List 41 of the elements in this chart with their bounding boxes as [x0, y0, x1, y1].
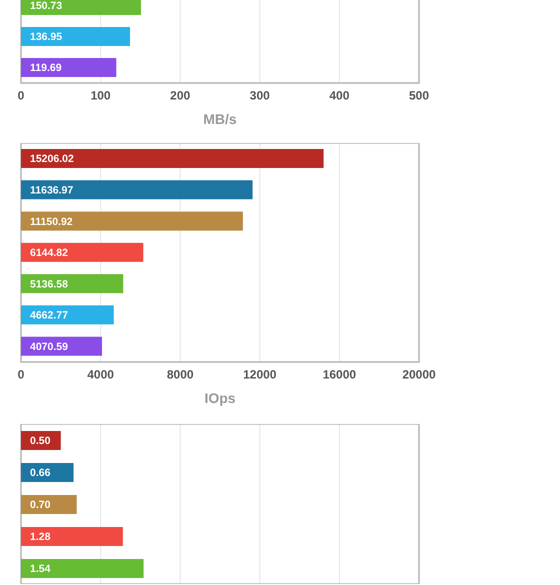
data-label: 0.70 [30, 499, 51, 512]
x-tick-label: 16000 [322, 368, 356, 382]
bar [21, 559, 144, 578]
data-label: 15206.02 [30, 153, 74, 166]
bar [21, 58, 116, 77]
bar [21, 274, 124, 294]
x-tick-label: 0 [18, 368, 25, 382]
bar [21, 149, 324, 168]
data-label: 119.69 [30, 62, 62, 74]
x-tick-label: 300 [250, 88, 270, 103]
bar [21, 305, 114, 324]
x-tick-label: 0 [18, 88, 25, 103]
x-tick-label: 4000 [87, 368, 114, 382]
bar [21, 180, 253, 200]
x-tick-label: 200 [170, 88, 191, 103]
x-tick-label: 100 [90, 88, 111, 103]
bar [21, 27, 130, 46]
x-axis-title: MB/s [203, 111, 237, 127]
data-label: 0.66 [30, 467, 51, 480]
bar [21, 495, 77, 514]
data-label: 5136.58 [30, 278, 68, 290]
bar [21, 212, 243, 231]
data-label: 150.73 [30, 0, 62, 12]
x-tick-label: 400 [329, 88, 350, 103]
data-label: 136.95 [30, 31, 62, 44]
bar [21, 527, 123, 546]
x-tick-label: 12000 [243, 368, 277, 382]
x-tick-label: 8000 [166, 368, 194, 382]
bar [21, 463, 74, 482]
data-label: 4662.77 [30, 310, 68, 322]
data-label: 11150.92 [30, 216, 73, 228]
data-label: 11636.97 [30, 184, 74, 197]
bar [21, 242, 144, 262]
x-axis-title: IOps [204, 390, 236, 406]
data-label: 1.28 [30, 531, 51, 544]
x-tick-label: 20000 [402, 368, 436, 382]
data-label: 0.50 [30, 435, 51, 448]
data-label: 6144.82 [30, 247, 68, 260]
data-label: 1.54 [30, 563, 51, 576]
data-label: 4070.59 [30, 340, 68, 353]
x-tick-label: 500 [408, 88, 430, 103]
